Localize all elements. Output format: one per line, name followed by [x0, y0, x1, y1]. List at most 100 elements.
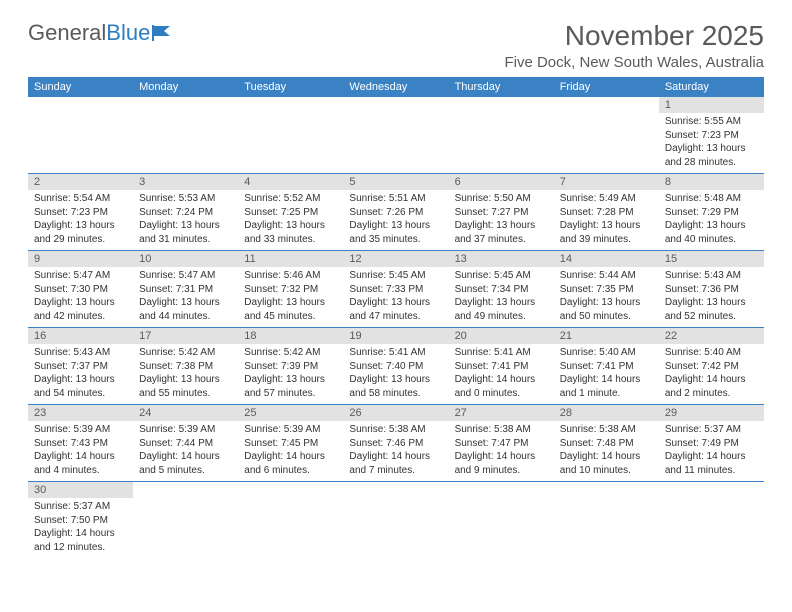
sunrise-text: Sunrise: 5:37 AM	[34, 500, 127, 514]
sunset-text: Sunset: 7:27 PM	[455, 206, 548, 220]
day-number-cell: 22	[659, 328, 764, 345]
daylight-text: Daylight: 13 hours and 35 minutes.	[349, 219, 442, 246]
daylight-text: Daylight: 13 hours and 50 minutes.	[560, 296, 653, 323]
flag-icon	[152, 25, 174, 41]
sunset-text: Sunset: 7:44 PM	[139, 437, 232, 451]
day-number-cell	[133, 482, 238, 499]
daylight-text: Daylight: 13 hours and 42 minutes.	[34, 296, 127, 323]
sunset-text: Sunset: 7:46 PM	[349, 437, 442, 451]
day-info-cell: Sunrise: 5:44 AMSunset: 7:35 PMDaylight:…	[554, 267, 659, 328]
daylight-text: Daylight: 13 hours and 55 minutes.	[139, 373, 232, 400]
daylight-text: Daylight: 13 hours and 47 minutes.	[349, 296, 442, 323]
day-number-cell: 2	[28, 174, 133, 191]
day-number-cell: 17	[133, 328, 238, 345]
sunset-text: Sunset: 7:23 PM	[34, 206, 127, 220]
day-header: Thursday	[449, 77, 554, 97]
sunrise-text: Sunrise: 5:40 AM	[560, 346, 653, 360]
info-row: Sunrise: 5:54 AMSunset: 7:23 PMDaylight:…	[28, 190, 764, 251]
day-header: Monday	[133, 77, 238, 97]
sunrise-text: Sunrise: 5:45 AM	[455, 269, 548, 283]
sunset-text: Sunset: 7:50 PM	[34, 514, 127, 528]
sunrise-text: Sunrise: 5:43 AM	[665, 269, 758, 283]
sunset-text: Sunset: 7:25 PM	[244, 206, 337, 220]
daylight-text: Daylight: 13 hours and 40 minutes.	[665, 219, 758, 246]
header: GeneralBlue November 2025 Five Dock, New…	[28, 20, 764, 71]
day-info-cell: Sunrise: 5:45 AMSunset: 7:33 PMDaylight:…	[343, 267, 448, 328]
sunrise-text: Sunrise: 5:50 AM	[455, 192, 548, 206]
day-info-cell: Sunrise: 5:42 AMSunset: 7:39 PMDaylight:…	[238, 344, 343, 405]
daylight-text: Daylight: 14 hours and 11 minutes.	[665, 450, 758, 477]
day-number-cell: 19	[343, 328, 448, 345]
sunset-text: Sunset: 7:41 PM	[560, 360, 653, 374]
day-info-cell: Sunrise: 5:41 AMSunset: 7:41 PMDaylight:…	[449, 344, 554, 405]
sunset-text: Sunset: 7:32 PM	[244, 283, 337, 297]
day-info-cell: Sunrise: 5:51 AMSunset: 7:26 PMDaylight:…	[343, 190, 448, 251]
sunset-text: Sunset: 7:42 PM	[665, 360, 758, 374]
day-info-cell: Sunrise: 5:52 AMSunset: 7:25 PMDaylight:…	[238, 190, 343, 251]
daylight-text: Daylight: 14 hours and 10 minutes.	[560, 450, 653, 477]
daylight-text: Daylight: 13 hours and 45 minutes.	[244, 296, 337, 323]
sunset-text: Sunset: 7:30 PM	[34, 283, 127, 297]
day-number-cell: 29	[659, 405, 764, 422]
day-number-cell: 25	[238, 405, 343, 422]
title-block: November 2025 Five Dock, New South Wales…	[504, 20, 764, 71]
day-number-cell: 14	[554, 251, 659, 268]
day-info-cell	[133, 498, 238, 558]
day-number-cell	[343, 97, 448, 113]
sunrise-text: Sunrise: 5:48 AM	[665, 192, 758, 206]
day-number-cell: 15	[659, 251, 764, 268]
daylight-text: Daylight: 13 hours and 52 minutes.	[665, 296, 758, 323]
info-row: Sunrise: 5:47 AMSunset: 7:30 PMDaylight:…	[28, 267, 764, 328]
daylight-text: Daylight: 14 hours and 4 minutes.	[34, 450, 127, 477]
daylight-text: Daylight: 14 hours and 12 minutes.	[34, 527, 127, 554]
day-number-cell: 13	[449, 251, 554, 268]
daylight-text: Daylight: 13 hours and 39 minutes.	[560, 219, 653, 246]
day-info-cell	[554, 498, 659, 558]
sunrise-text: Sunrise: 5:49 AM	[560, 192, 653, 206]
day-number-cell	[238, 482, 343, 499]
day-info-cell	[238, 498, 343, 558]
sunset-text: Sunset: 7:47 PM	[455, 437, 548, 451]
day-info-cell: Sunrise: 5:37 AMSunset: 7:50 PMDaylight:…	[28, 498, 133, 558]
sunset-text: Sunset: 7:31 PM	[139, 283, 232, 297]
day-number-cell	[554, 482, 659, 499]
day-info-cell	[554, 113, 659, 174]
day-header: Friday	[554, 77, 659, 97]
day-info-cell: Sunrise: 5:38 AMSunset: 7:48 PMDaylight:…	[554, 421, 659, 482]
day-info-cell: Sunrise: 5:46 AMSunset: 7:32 PMDaylight:…	[238, 267, 343, 328]
daylight-text: Daylight: 13 hours and 28 minutes.	[665, 142, 758, 169]
day-number-cell: 12	[343, 251, 448, 268]
daynum-row: 23242526272829	[28, 405, 764, 422]
day-number-cell: 1	[659, 97, 764, 113]
day-info-cell: Sunrise: 5:43 AMSunset: 7:36 PMDaylight:…	[659, 267, 764, 328]
day-number-cell	[659, 482, 764, 499]
day-info-cell: Sunrise: 5:47 AMSunset: 7:30 PMDaylight:…	[28, 267, 133, 328]
day-number-cell: 8	[659, 174, 764, 191]
day-number-cell	[133, 97, 238, 113]
daylight-text: Daylight: 13 hours and 44 minutes.	[139, 296, 232, 323]
info-row: Sunrise: 5:55 AMSunset: 7:23 PMDaylight:…	[28, 113, 764, 174]
day-number-cell: 28	[554, 405, 659, 422]
day-info-cell: Sunrise: 5:40 AMSunset: 7:42 PMDaylight:…	[659, 344, 764, 405]
sunrise-text: Sunrise: 5:38 AM	[560, 423, 653, 437]
day-number-cell: 23	[28, 405, 133, 422]
sunset-text: Sunset: 7:33 PM	[349, 283, 442, 297]
sunset-text: Sunset: 7:39 PM	[244, 360, 337, 374]
logo: GeneralBlue	[28, 20, 174, 46]
sunrise-text: Sunrise: 5:39 AM	[139, 423, 232, 437]
daynum-row: 9101112131415	[28, 251, 764, 268]
daylight-text: Daylight: 13 hours and 37 minutes.	[455, 219, 548, 246]
day-info-cell: Sunrise: 5:48 AMSunset: 7:29 PMDaylight:…	[659, 190, 764, 251]
sunrise-text: Sunrise: 5:40 AM	[665, 346, 758, 360]
day-info-cell	[449, 113, 554, 174]
day-header: Tuesday	[238, 77, 343, 97]
sunset-text: Sunset: 7:49 PM	[665, 437, 758, 451]
day-number-cell	[28, 97, 133, 113]
day-info-cell: Sunrise: 5:47 AMSunset: 7:31 PMDaylight:…	[133, 267, 238, 328]
info-row: Sunrise: 5:43 AMSunset: 7:37 PMDaylight:…	[28, 344, 764, 405]
sunrise-text: Sunrise: 5:51 AM	[349, 192, 442, 206]
day-info-cell: Sunrise: 5:49 AMSunset: 7:28 PMDaylight:…	[554, 190, 659, 251]
day-number-cell: 20	[449, 328, 554, 345]
day-info-cell: Sunrise: 5:38 AMSunset: 7:46 PMDaylight:…	[343, 421, 448, 482]
daylight-text: Daylight: 14 hours and 0 minutes.	[455, 373, 548, 400]
